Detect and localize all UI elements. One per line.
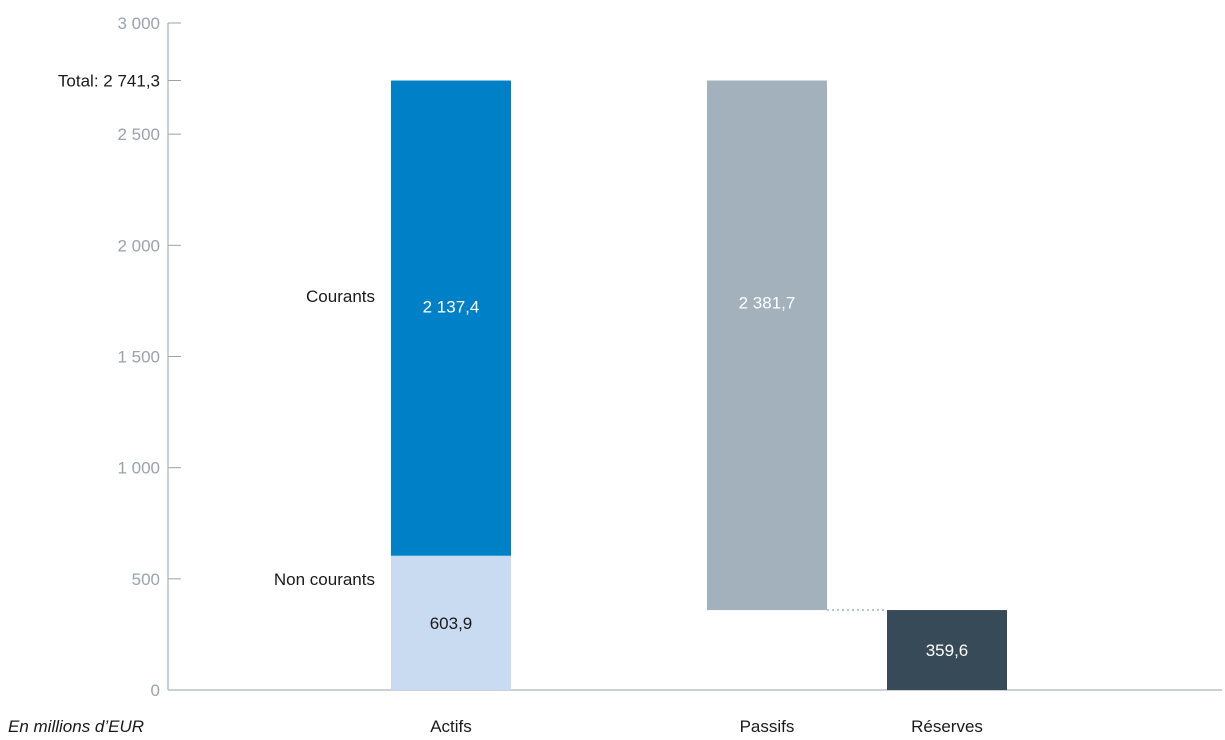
category-label: Réserves [911, 717, 983, 736]
y-axis: 0 500 1 000 1 500 2 000 2 500 3 000 Total: 2 74… [58, 14, 1222, 700]
y-tick-label: 0 [151, 681, 160, 700]
y-tick-label: 3 000 [117, 14, 160, 33]
bar-value-label: 2 381,7 [739, 294, 796, 313]
bar-non_courants [391, 555, 511, 690]
unit-note: En millions d’EUR [8, 717, 144, 736]
category-label: Actifs [430, 717, 472, 736]
bar-courants [391, 80, 511, 556]
bar-value-label: 603,9 [430, 614, 473, 633]
category-label: Passifs [740, 717, 795, 736]
segment-name-label: Courants [306, 287, 375, 306]
bar-reserves [887, 610, 1007, 690]
y-tick-label: 1 500 [117, 348, 160, 367]
bar-value-label: 359,6 [926, 641, 969, 660]
segment-name-label: Non courants [274, 570, 375, 589]
y-tick-label: 2 500 [117, 125, 160, 144]
bars [391, 80, 1007, 690]
bar-value-label: 2 137,4 [423, 298, 480, 317]
bar-passifs [707, 80, 827, 611]
y-tick-label: 1 000 [117, 459, 160, 478]
labels: 603,9 2 137,4 2 381,7 359,6 Non courants Cour… [274, 287, 983, 736]
total-label: Total: 2 741,3 [58, 72, 160, 91]
y-tick-label: 500 [132, 570, 160, 589]
y-tick-label: 2 000 [117, 236, 160, 255]
